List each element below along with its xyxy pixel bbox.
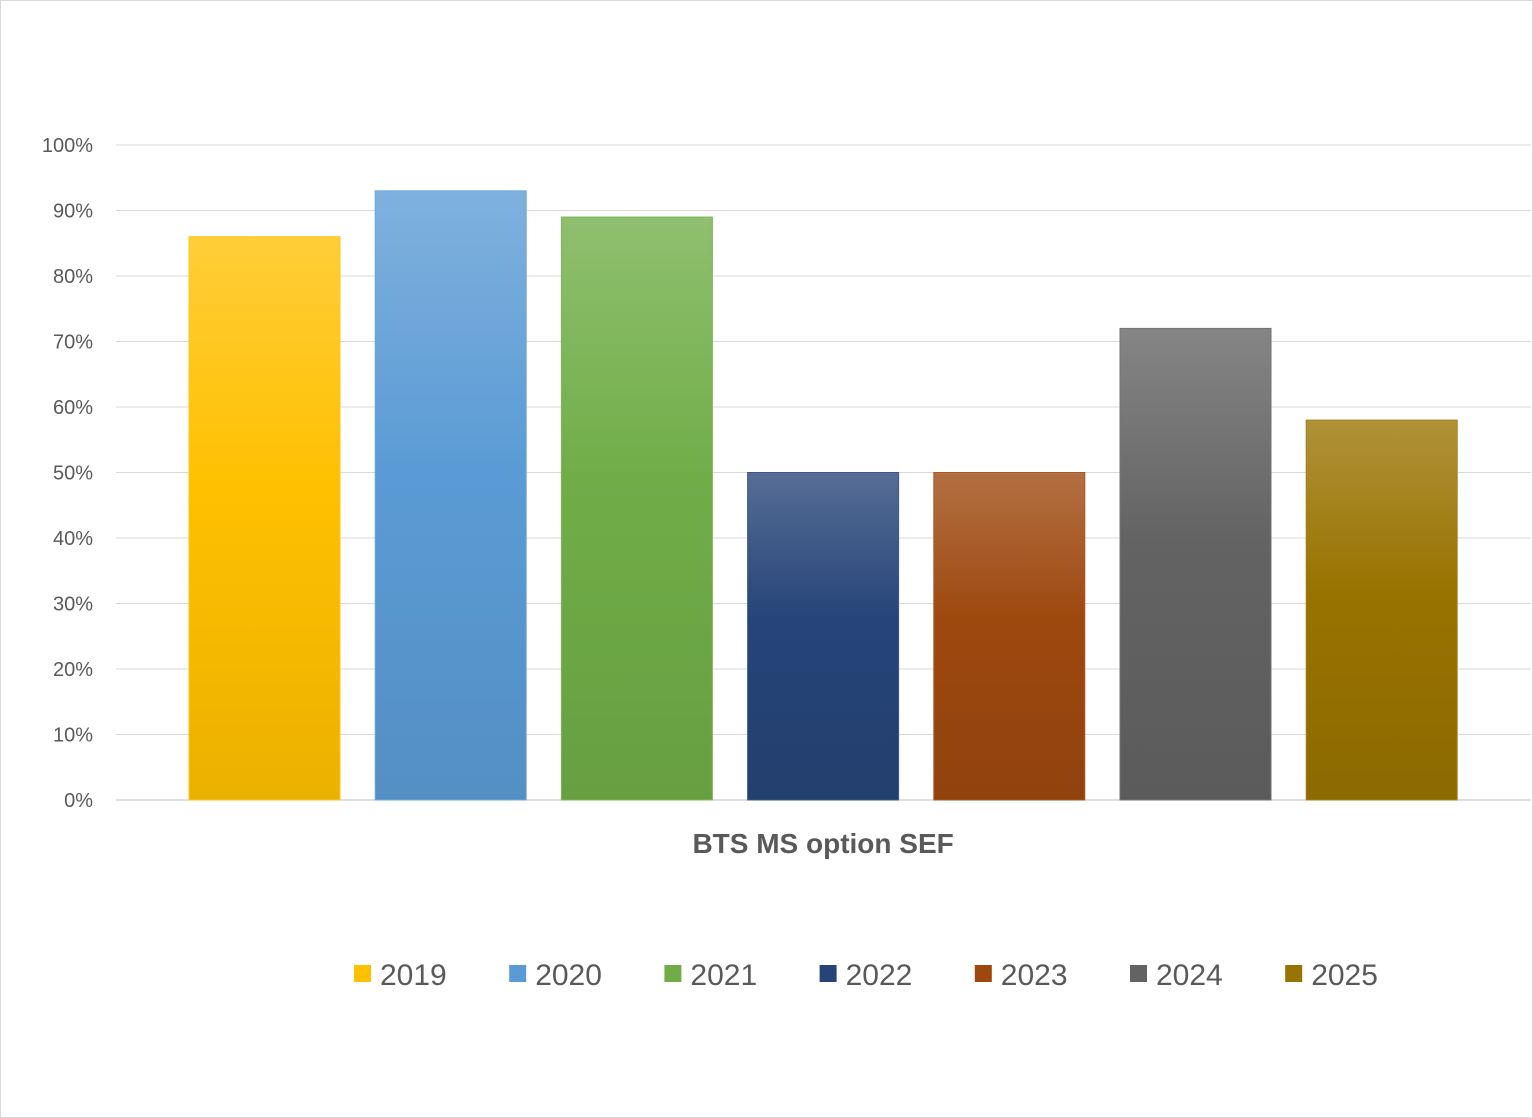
y-tick-label: 90% <box>53 201 93 223</box>
y-tick-label: 80% <box>53 266 93 288</box>
bars <box>188 190 1458 801</box>
legend-item-2023: 2023 <box>974 959 1068 992</box>
bar-2025 <box>1305 419 1458 801</box>
legend-label: 2025 <box>1311 959 1378 992</box>
legend-label: 2024 <box>1156 959 1223 992</box>
legend-label: 2023 <box>1001 959 1068 992</box>
legend-item-2019: 2019 <box>354 959 447 992</box>
y-tick-label: 20% <box>53 659 93 681</box>
y-tick-label: 40% <box>53 528 93 550</box>
bar-2020 <box>374 190 527 801</box>
y-tick-label: 60% <box>53 397 93 419</box>
legend-label: 2020 <box>535 959 602 992</box>
y-axis-tick-labels: 0% 10% 20% 30% 40% 50% 60% 70% 80% 90% 100% <box>42 135 93 812</box>
legend-item-2021: 2021 <box>664 959 757 992</box>
bar-2022 <box>747 472 900 801</box>
legend-item-2020: 2020 <box>509 959 602 992</box>
bar-2024 <box>1119 327 1272 801</box>
legend: 2019 2020 2021 2022 2023 2024 2025 <box>354 959 1378 992</box>
legend-label: 2019 <box>380 959 447 992</box>
x-axis: BTS MS option SEF <box>692 828 953 859</box>
legend-swatch <box>354 965 371 982</box>
y-tick-label: 0% <box>64 790 93 812</box>
legend-item-2025: 2025 <box>1285 959 1378 992</box>
legend-swatch <box>1130 965 1147 982</box>
bar-2021 <box>560 216 713 801</box>
legend-swatch <box>1285 965 1303 982</box>
legend-swatch <box>974 965 992 982</box>
bar-2023 <box>933 472 1086 801</box>
y-tick-label: 50% <box>53 463 93 485</box>
legend-swatch <box>509 965 527 982</box>
y-tick-label: 30% <box>53 594 93 616</box>
legend-item-2024: 2024 <box>1130 959 1223 992</box>
legend-label: 2021 <box>690 959 757 992</box>
y-tick-label: 10% <box>53 725 93 747</box>
y-tick-label: 100% <box>42 135 93 157</box>
legend-swatch <box>819 965 837 982</box>
legend-item-2022: 2022 <box>819 959 913 992</box>
legend-swatch <box>664 965 682 982</box>
x-category-label: BTS MS option SEF <box>692 828 953 859</box>
bar-2019 <box>188 236 341 801</box>
legend-label: 2022 <box>846 959 913 992</box>
y-tick-label: 70% <box>53 332 93 354</box>
